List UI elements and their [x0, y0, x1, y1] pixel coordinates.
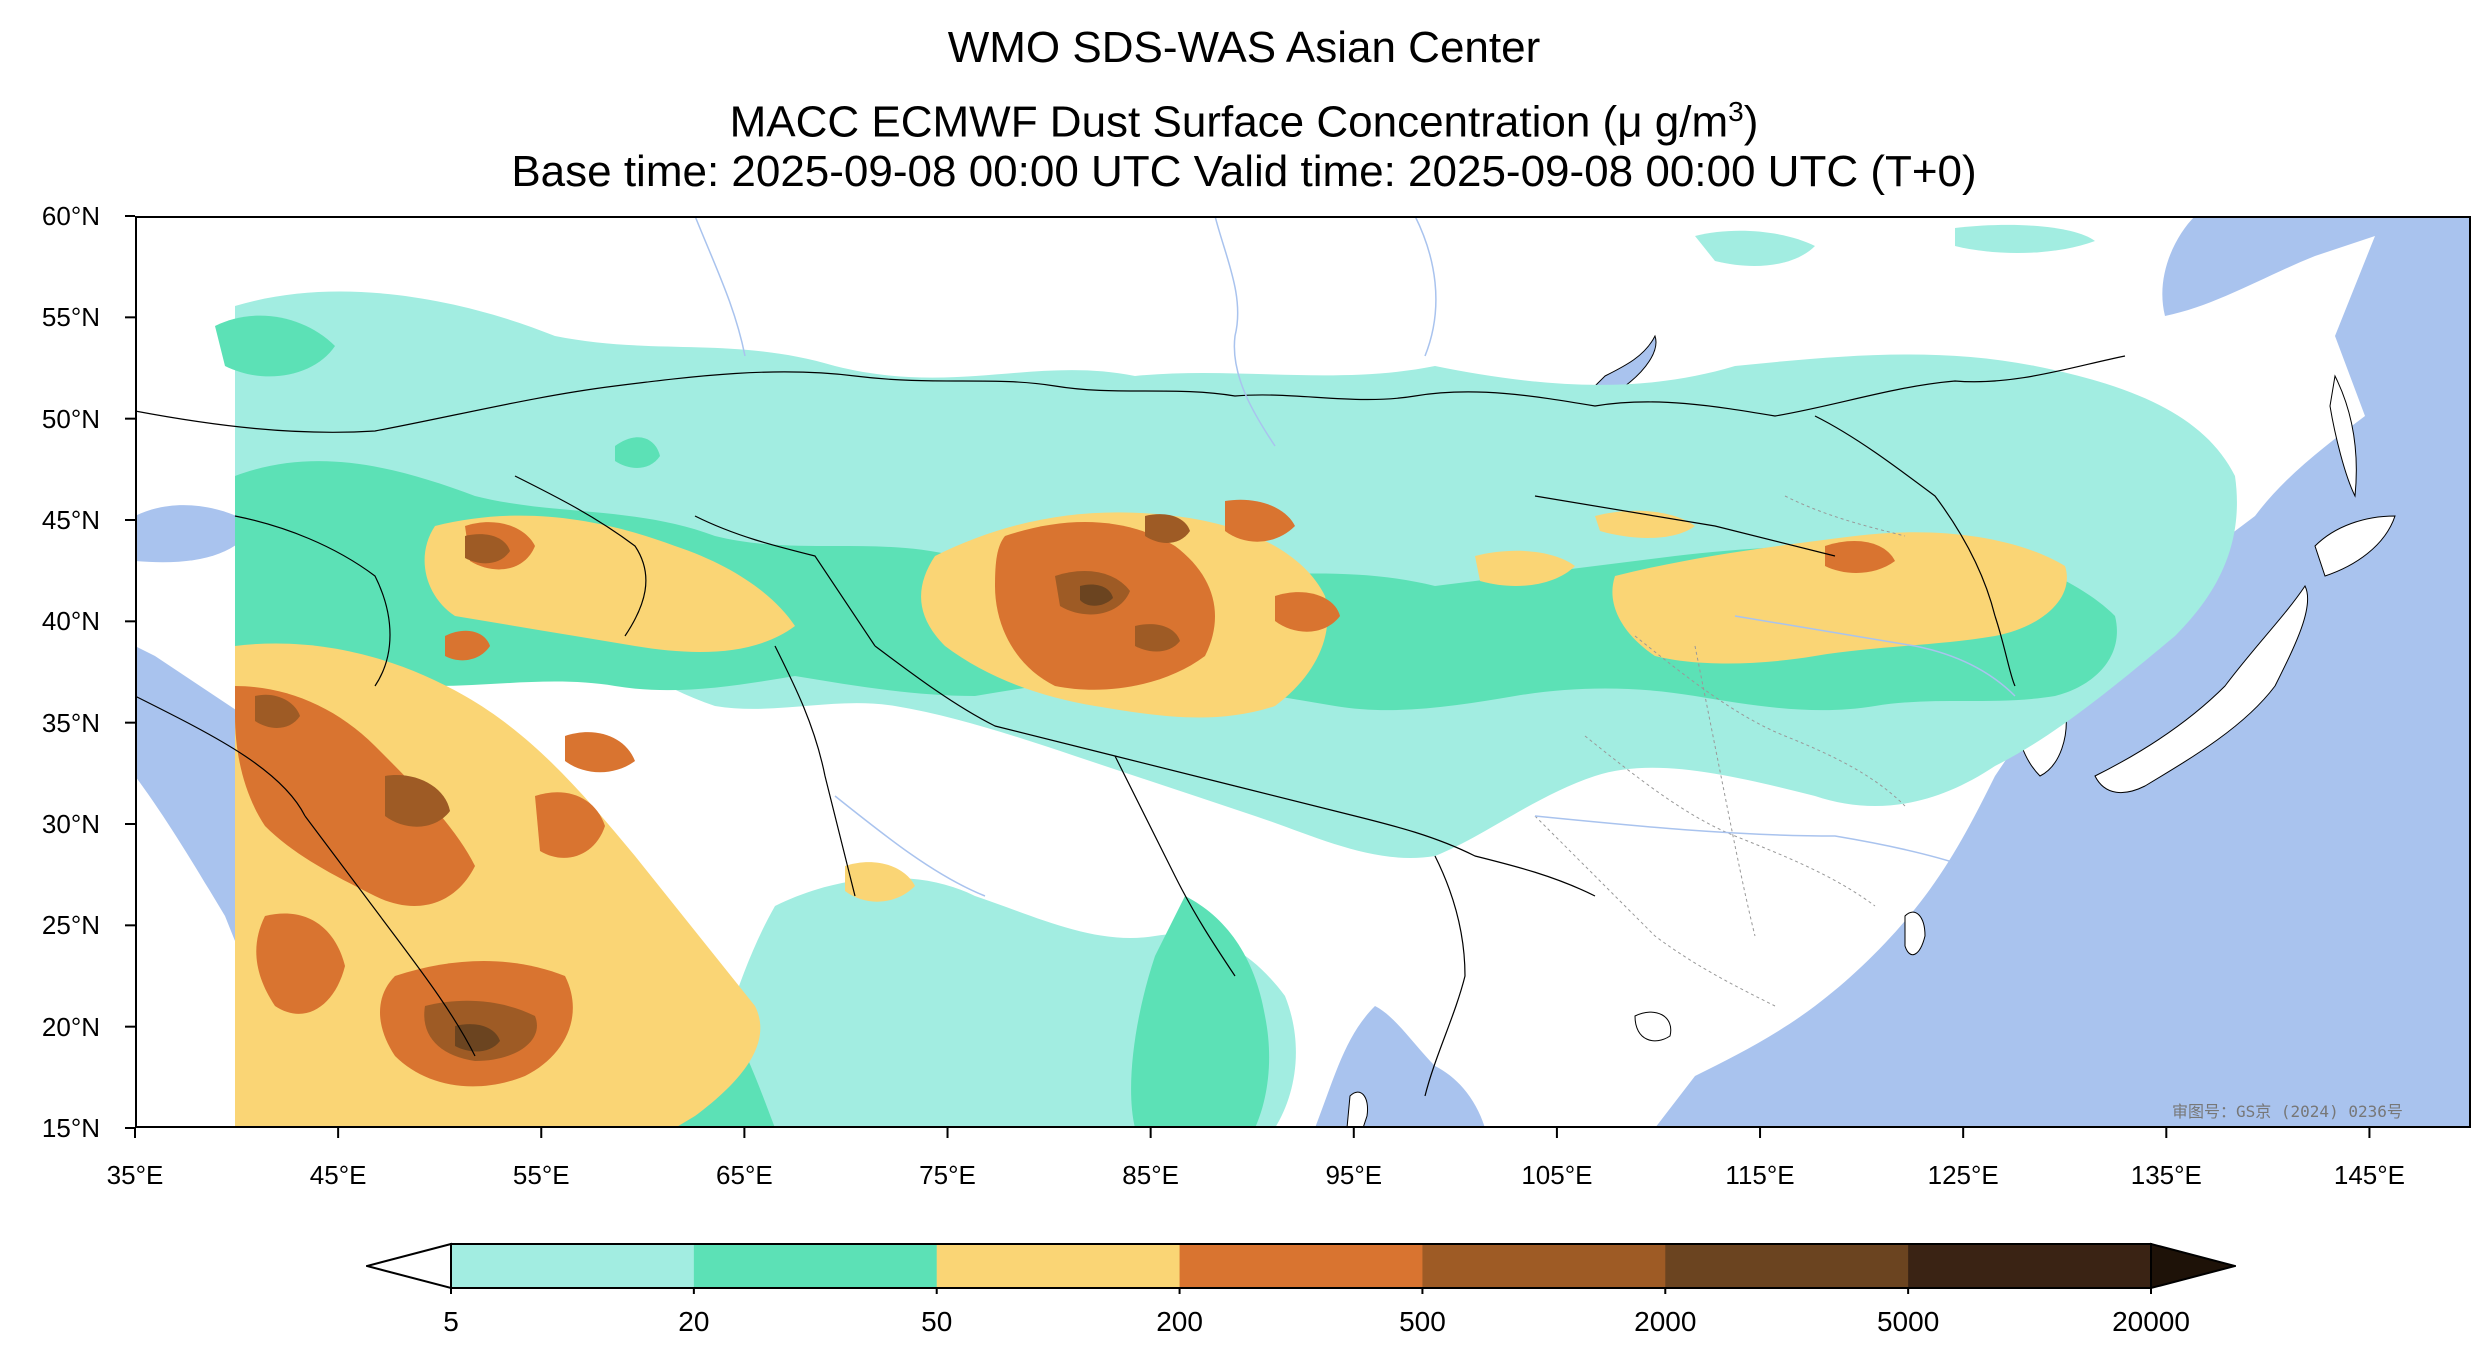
hainan: [1634, 1011, 1672, 1042]
lat-tick-label: 35°N: [41, 707, 100, 738]
colorbar-level-label: 5: [443, 1306, 459, 1337]
lon-tick-label: 75°E: [919, 1160, 976, 1190]
lat-tick-label: 60°N: [41, 201, 100, 231]
title-suffix: ): [1743, 97, 1759, 147]
colorbar-level-label: 200: [1156, 1306, 1203, 1337]
black-sea: [135, 505, 255, 563]
colorbar-under-arrow: [366, 1242, 452, 1290]
map-approval-watermark: 审图号：GS京 (2024) 0236号: [2172, 1102, 2403, 1121]
rivers: [694, 216, 2016, 897]
lon-tick-label: 55°E: [512, 1160, 570, 1190]
lat-tick-label: 30°N: [41, 809, 100, 839]
lon-tick-label: 125°E: [1927, 1160, 1999, 1190]
colorbar-level-label: 20000: [2112, 1306, 2190, 1337]
lat-tick-label: 20°N: [41, 1011, 100, 1042]
lon-tick-label: 105°E: [1521, 1160, 1593, 1190]
country-borders: [135, 355, 2126, 1097]
colorbar-segment: [1179, 1244, 1423, 1288]
lon-tick-label: 95°E: [1325, 1160, 1383, 1190]
japan-hokkaido: [2314, 515, 2396, 577]
taiwan: [1904, 911, 1926, 956]
lat-tick-label: 15°N: [41, 1113, 100, 1143]
sakhalin: [2329, 374, 2357, 498]
title-unit: μ g/m: [1617, 97, 1729, 147]
colorbar-level-label: 500: [1399, 1306, 1446, 1337]
japan-honshu: [2094, 585, 2309, 794]
sri-lanka: [1346, 1091, 1369, 1128]
dust-level-2000-5000: [455, 584, 1113, 1052]
province-borders: [1534, 495, 1906, 1007]
colorbar-segment: [1908, 1244, 2152, 1288]
colorbar: [366, 1242, 2236, 1294]
lon-tick-label: 35°E: [106, 1160, 164, 1190]
title-prefix: MACC ECMWF Dust Surface Concentration (: [729, 97, 1618, 147]
lat-tick-label: 55°N: [41, 302, 100, 333]
colorbar-segment: [936, 1244, 1181, 1288]
colorbar-segment: [693, 1244, 938, 1288]
title-line-2: MACC ECMWF Dust Surface Concentration (μ…: [0, 86, 2488, 149]
lat-tick-label: 50°N: [41, 403, 100, 434]
colorbar-level-label: 5000: [1876, 1306, 1940, 1337]
axis-tick-marks: [125, 215, 2371, 1138]
lon-tick-label: 145°E: [2333, 1160, 2405, 1190]
lat-tick-label: 45°N: [41, 505, 100, 535]
colorbar-level-label: 20: [678, 1306, 710, 1337]
lon-tick-label: 65°E: [716, 1160, 773, 1190]
colorbar-segment: [1665, 1244, 1909, 1288]
dust-concentration-map: [125, 215, 2471, 1138]
lon-tick-label: 85°E: [1122, 1160, 1179, 1190]
lon-tick-label: 45°E: [309, 1160, 367, 1190]
map-frame: [135, 216, 2471, 1128]
colorbar-segment: [451, 1244, 695, 1288]
lon-tick-label: 135°E: [2130, 1160, 2202, 1190]
colorbar-level-label: 2000: [1634, 1306, 1697, 1337]
lon-tick-label: 115°E: [1725, 1160, 1795, 1190]
title-line-1: WMO SDS-WAS Asian Center: [947, 23, 1541, 72]
lat-tick-label: 25°N: [41, 910, 100, 941]
title-line-3: Base time: 2025-09-08 00:00 UTC Valid ti…: [511, 147, 1977, 196]
lat-tick-label: 40°N: [41, 606, 100, 637]
colorbar-frame: [450, 1243, 2152, 1289]
title-unit-exponent: 3: [1728, 96, 1744, 127]
colorbar-segment: [1422, 1244, 1666, 1288]
colorbar-over-arrow: [2150, 1242, 2236, 1290]
colorbar-level-label: 50: [921, 1306, 953, 1337]
